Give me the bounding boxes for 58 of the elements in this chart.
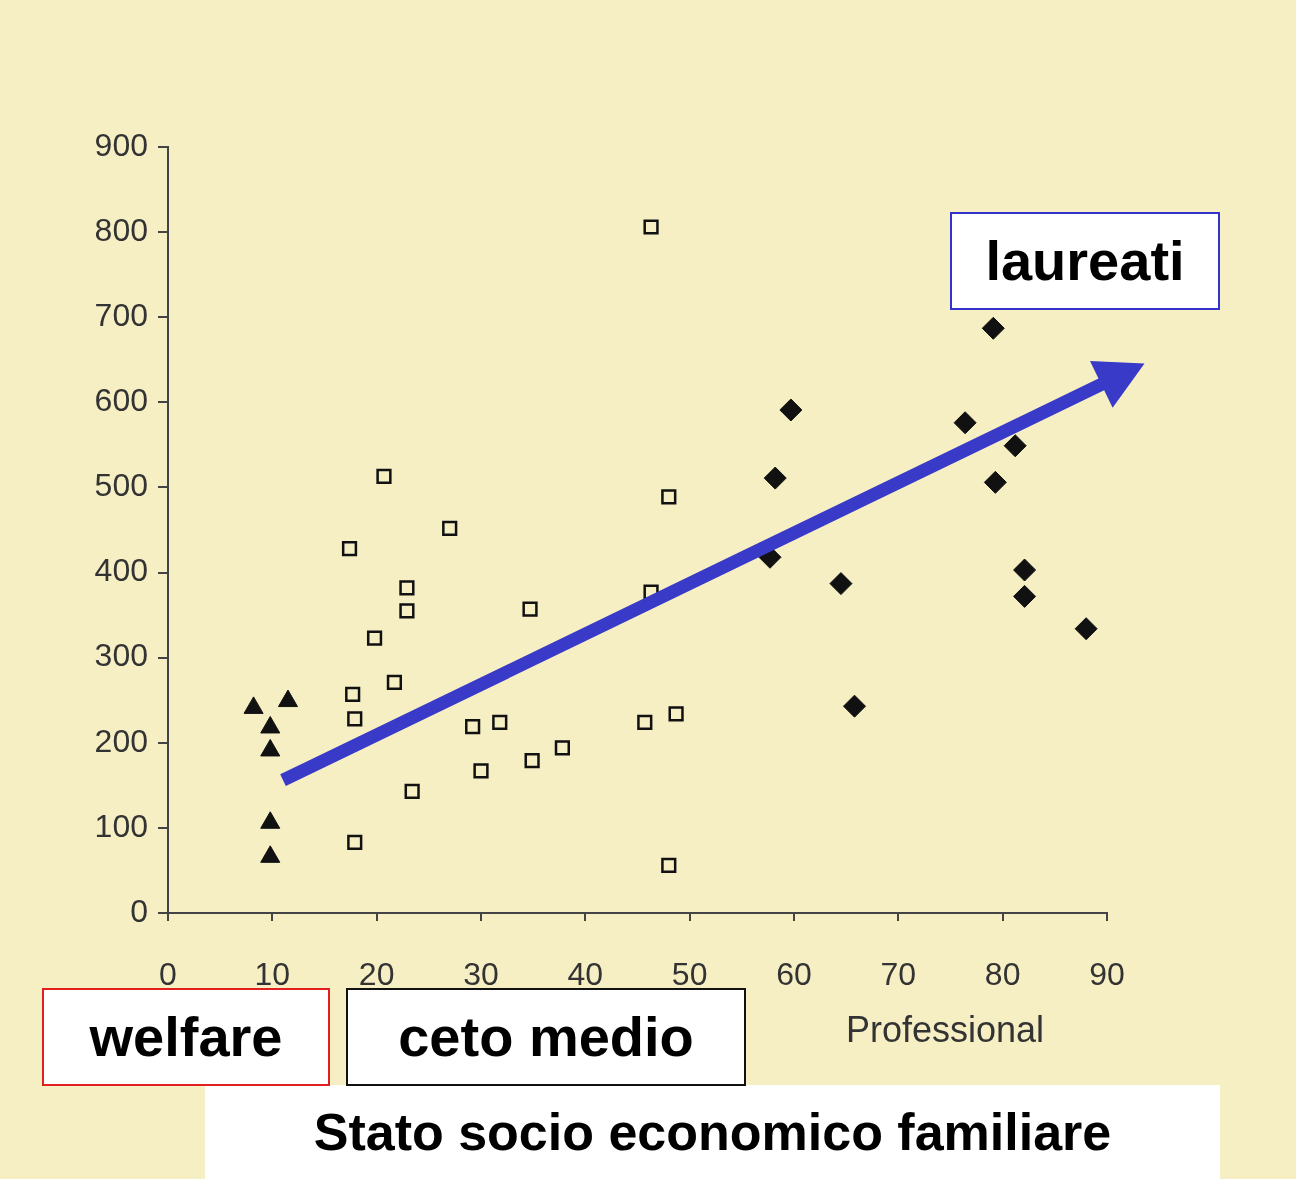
point [347, 834, 363, 850]
x-tick-label: 40 [567, 956, 604, 993]
point [442, 520, 458, 536]
point [376, 468, 392, 484]
point [763, 466, 787, 490]
x-tick-label: 30 [463, 956, 499, 993]
point [554, 740, 570, 756]
annotation: laureati [950, 212, 1220, 310]
x-tick-label: 0 [159, 956, 177, 993]
x-tick-label: 70 [880, 956, 917, 993]
point [341, 541, 358, 557]
x-tick-label: 60 [776, 956, 812, 993]
point [643, 219, 659, 235]
point [492, 714, 508, 730]
y-tick-label: 300 [94, 637, 148, 674]
point [345, 686, 361, 702]
text: ceto medio [398, 1005, 694, 1068]
point [399, 580, 415, 596]
point [1003, 434, 1027, 458]
point [399, 603, 415, 619]
x-tick-label: 50 [671, 956, 708, 993]
point [386, 674, 403, 690]
point [668, 706, 684, 722]
y-tick-label: 400 [94, 552, 148, 589]
y-tick-label: 0 [130, 892, 148, 929]
y-tick-label: 700 [94, 297, 148, 334]
point [1074, 617, 1098, 641]
point [637, 714, 653, 730]
y-tick-label: 200 [94, 722, 148, 759]
point [1013, 584, 1037, 608]
y-tick-label: 600 [94, 382, 148, 419]
point [661, 857, 677, 873]
y-tick-label: 900 [94, 126, 148, 163]
point [661, 489, 677, 505]
point [366, 630, 383, 646]
text: welfare [89, 1005, 283, 1068]
point [404, 783, 420, 799]
y-tick-label: 100 [94, 807, 148, 844]
point [953, 411, 977, 435]
x-tick-label: 80 [984, 956, 1021, 993]
point [779, 398, 803, 422]
x-tick-label: 10 [254, 956, 291, 993]
point [465, 718, 481, 735]
point [829, 572, 853, 596]
x-tick-label: 90 [1089, 956, 1125, 993]
point [843, 694, 867, 718]
text: Professional [845, 1009, 1045, 1050]
x-tick-label: 20 [358, 956, 395, 993]
point [981, 316, 1005, 340]
point [524, 753, 540, 769]
point [522, 601, 538, 617]
point [1013, 558, 1037, 582]
point [473, 763, 489, 779]
point [347, 711, 363, 727]
point [983, 470, 1007, 494]
y-tick-label: 800 [94, 211, 148, 248]
x-axis-title: Stato socio economico familiare [205, 1085, 1220, 1179]
y-tick-label: 500 [94, 467, 148, 504]
